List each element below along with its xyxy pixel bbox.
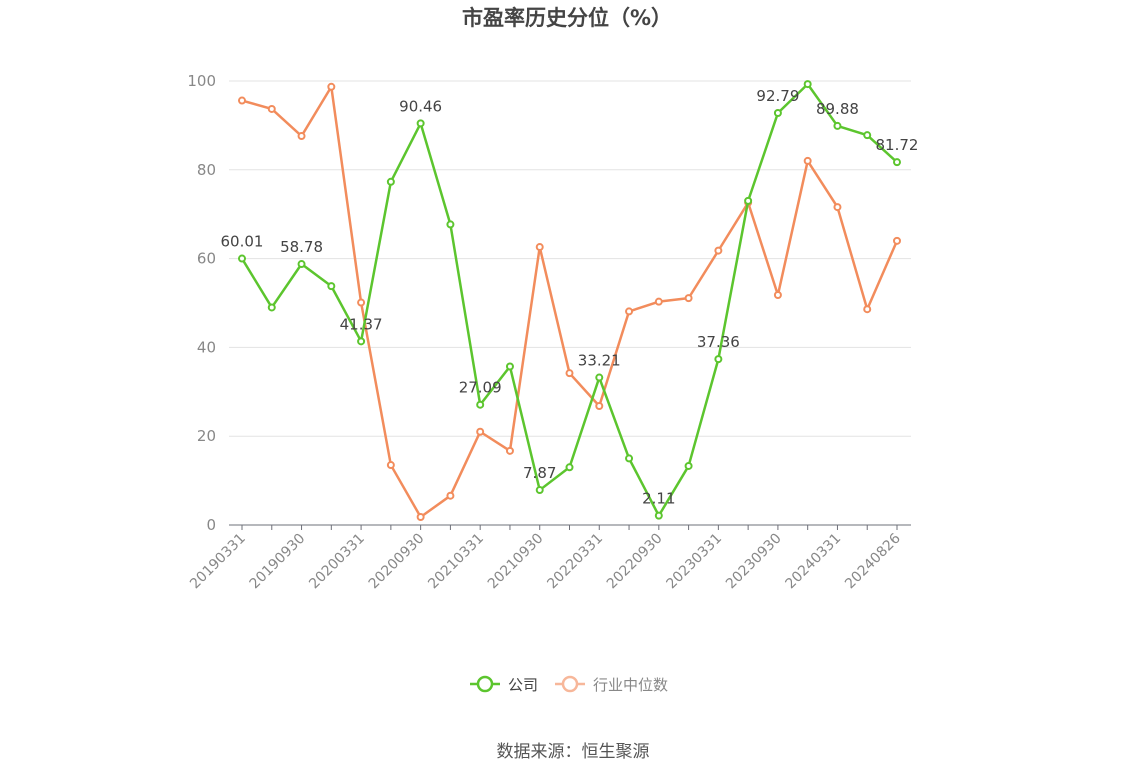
data-point (535, 243, 544, 252)
legend-marker (561, 675, 579, 693)
data-point (297, 260, 306, 269)
data-point (833, 203, 842, 212)
data-point (893, 236, 901, 245)
data-point (714, 355, 723, 364)
data-point (684, 294, 693, 303)
data-point (327, 82, 336, 91)
data-point (595, 373, 604, 382)
x-tick-label: 20190331 (187, 531, 249, 593)
data-point (654, 297, 663, 306)
data-point (684, 461, 693, 470)
data-point (327, 282, 336, 291)
legend-item-0[interactable]: 公司 (470, 675, 538, 694)
data-point (297, 132, 306, 141)
x-tick-label: 20200331 (306, 531, 368, 593)
data-point (476, 427, 485, 436)
x-axis: 2019033120190930202003312020093020210331… (187, 524, 911, 593)
data-point (535, 486, 544, 495)
data-point (863, 131, 872, 140)
data-point (833, 121, 842, 130)
data-label: 92.79 (756, 87, 799, 105)
data-label: 60.01 (221, 233, 264, 251)
legend[interactable]: 公司 行业中位数 (470, 675, 668, 694)
data-label: 27.09 (459, 379, 502, 397)
data-point (357, 337, 366, 346)
legend-label: 公司 (508, 676, 538, 694)
data-point (565, 463, 574, 472)
data-point (773, 291, 782, 300)
data-label: 33.21 (578, 352, 621, 370)
legend-marker (476, 675, 494, 693)
data-point (803, 156, 812, 165)
y-tick-label: 80 (197, 161, 216, 179)
y-axis: 0 20 40 60 80 100 (187, 72, 216, 534)
data-point (238, 96, 246, 105)
data-point (267, 303, 276, 312)
x-tick-label: 20240331 (783, 531, 845, 593)
data-point (505, 362, 514, 371)
data-label: 90.46 (399, 97, 442, 115)
legend-label: 行业中位数 (593, 676, 668, 694)
data-point (893, 158, 901, 167)
data-labels: 60.01 58.78 41.37 90.46 27.09 7.87 33.21 2.11 37… (221, 87, 919, 508)
data-point (238, 254, 246, 263)
y-tick-label: 40 (197, 338, 216, 356)
data-point (625, 454, 634, 463)
y-tick-label: 60 (197, 250, 216, 268)
data-point (357, 298, 366, 307)
data-point (416, 513, 425, 522)
data-point (386, 177, 395, 186)
data-point (863, 305, 872, 314)
data-label: 7.87 (523, 464, 556, 482)
data-label: 41.37 (340, 315, 383, 333)
chart-title: 市盈率历史分位（%） (462, 6, 672, 30)
x-tick-label: 20200930 (366, 531, 428, 593)
x-tick-label: 20190930 (247, 531, 309, 593)
x-tick-label: 20220930 (604, 531, 666, 593)
data-label: 81.72 (876, 136, 919, 154)
series-group (238, 80, 901, 522)
data-point (446, 220, 455, 229)
x-tick-label: 20220331 (544, 531, 606, 593)
data-label: 2.11 (642, 490, 675, 508)
legend-item-1[interactable]: 行业中位数 (555, 675, 668, 694)
data-point (744, 196, 753, 205)
data-point (446, 491, 455, 500)
data-point (267, 104, 276, 113)
y-tick-label: 20 (197, 427, 216, 445)
source-note: 数据来源：恒生聚源 (497, 742, 650, 762)
data-label: 37.36 (697, 333, 740, 351)
x-tick-label: 20210331 (425, 531, 487, 593)
data-point (803, 80, 812, 89)
y-tick-label: 100 (187, 72, 216, 90)
grid-lines (229, 80, 911, 437)
data-point (505, 446, 514, 455)
x-tick-label: 20240826 (842, 530, 904, 592)
data-point (654, 511, 663, 520)
data-point (476, 400, 485, 409)
data-point (386, 461, 395, 470)
x-tick-label: 20230930 (723, 531, 785, 593)
data-label: 58.78 (280, 238, 323, 256)
x-tick-label: 20210930 (485, 531, 547, 593)
x-tick-label: 20230331 (663, 531, 725, 593)
data-point (773, 109, 782, 118)
data-point (416, 119, 425, 128)
data-point (565, 369, 574, 378)
data-point (714, 246, 723, 255)
data-point (595, 402, 604, 411)
data-label: 89.88 (816, 100, 859, 118)
y-tick-label: 0 (206, 516, 216, 534)
data-point (625, 307, 634, 316)
